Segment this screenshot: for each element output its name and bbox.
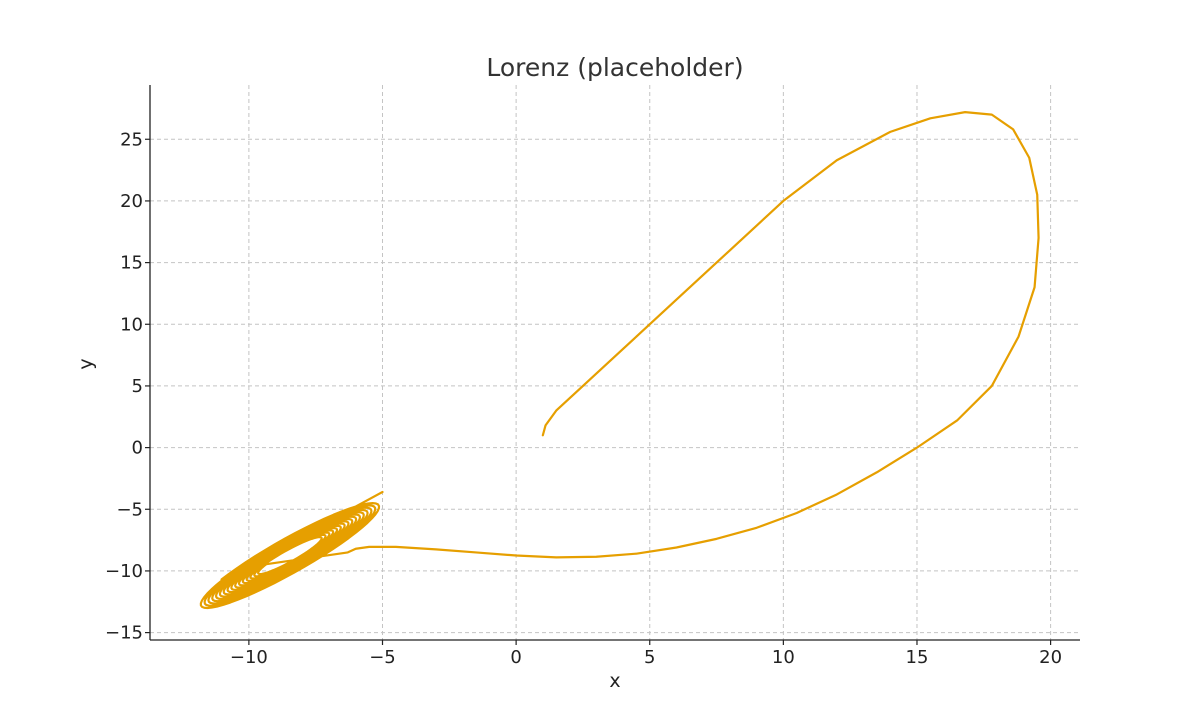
chart-title: Lorenz (placeholder)	[486, 53, 743, 82]
x-tick-label: 20	[1039, 647, 1062, 668]
y-tick-label: −15	[105, 623, 143, 644]
x-axis-label: x	[609, 670, 620, 692]
trajectory-line	[199, 111, 1040, 610]
x-tick-label: 10	[772, 647, 795, 668]
x-tick-label: −5	[369, 647, 396, 668]
y-tick-label: −5	[116, 499, 143, 520]
y-tick-label: 20	[120, 191, 143, 212]
trajectory-layer	[199, 111, 1040, 610]
x-tick-label: 0	[510, 647, 521, 668]
y-axis-label: y	[75, 358, 97, 369]
axis-ticks: −10 −5 0 5 10 15 20 −15 −10 −5 0 5 10 15 20 25	[105, 129, 1062, 668]
y-tick-label: −10	[105, 561, 143, 582]
x-tick-label: 15	[906, 647, 929, 668]
grid-lines	[150, 85, 1080, 640]
y-tick-label: 10	[120, 314, 143, 335]
x-tick-label: −10	[230, 647, 268, 668]
y-tick-label: 15	[120, 253, 143, 274]
y-tick-label: 25	[120, 129, 143, 150]
y-tick-label: 5	[132, 376, 143, 397]
x-tick-label: 5	[644, 647, 655, 668]
y-tick-label: 0	[132, 438, 143, 459]
